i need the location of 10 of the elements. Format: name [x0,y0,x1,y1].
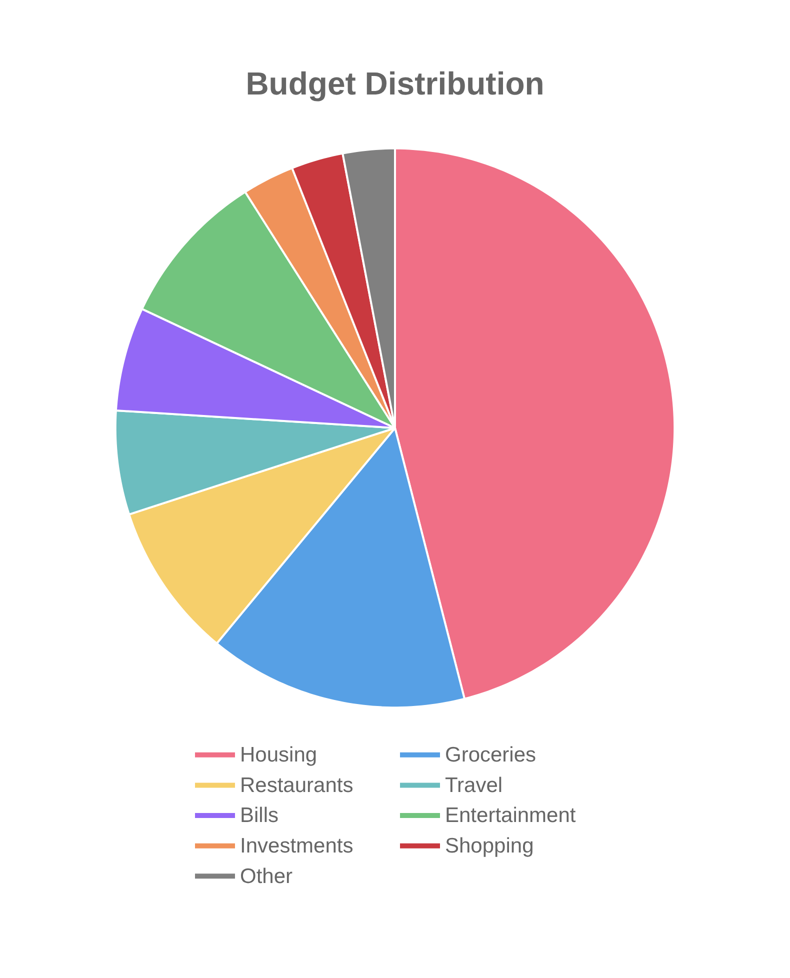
legend-label: Entertainment [445,804,576,828]
legend-label: Investments [240,834,354,858]
legend-label: Shopping [445,834,534,858]
legend-label: Bills [240,804,279,828]
chart-title: Budget Distribution [246,65,544,102]
legend-label: Other [240,864,293,888]
legend-label: Groceries [445,744,536,767]
legend-label: Restaurants [240,774,354,797]
legend-label: Housing [240,744,318,767]
legend-label: Travel [445,774,503,797]
